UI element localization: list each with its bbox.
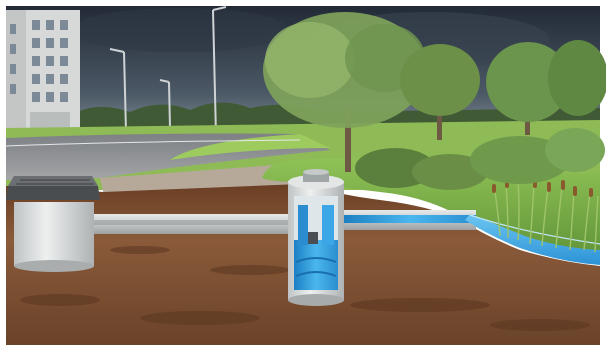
- road-marking: [5, 139, 301, 147]
- tree-icon: [400, 44, 480, 140]
- reeds-icon: [493, 179, 599, 253]
- street-lamps: [109, 6, 227, 137]
- tree-icon: [486, 40, 606, 135]
- tree-icon: [263, 12, 427, 172]
- building-icon: [6, 10, 80, 135]
- cloud: [70, 8, 290, 52]
- cattail-heads: [492, 174, 593, 197]
- shrubs: [355, 128, 605, 190]
- manhole-icon: [288, 169, 344, 306]
- soil-texture: [20, 246, 590, 331]
- catch-basin: [6, 176, 100, 272]
- outflow-pipe: [344, 210, 476, 230]
- inflow-pipe: [94, 214, 288, 234]
